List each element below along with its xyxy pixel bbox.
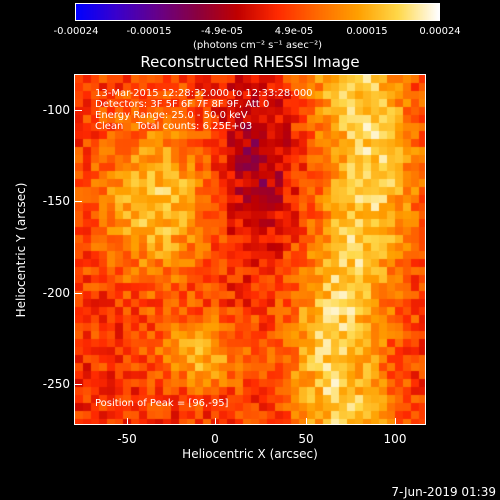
colorbar-tick-label: -4.9e-05 — [201, 26, 243, 37]
peak-position-label: Position of Peak = [96,-95] — [95, 398, 229, 409]
y-tick-mark — [75, 384, 82, 385]
colorbar-tick-label: 0.00015 — [346, 26, 388, 37]
x-tick-mark — [306, 418, 307, 425]
colorbar-tick-label: 0.00024 — [419, 26, 461, 37]
plot-title: Reconstructed RHESSI Image — [140, 53, 360, 71]
info-line-time-range: 13-Mar-2015 12:28:32.000 to 12:33:28.000 — [95, 88, 313, 99]
y-tick-mark — [75, 110, 82, 111]
x-tick-mark — [127, 418, 128, 425]
info-line-counts: Clean Total counts: 6.25E+03 — [95, 121, 253, 132]
colorbar-units: (photons cm⁻² s⁻¹ asec⁻²) — [192, 40, 323, 51]
heatmap-canvas — [75, 75, 425, 424]
colorbar-tick-label: 4.9e-05 — [274, 26, 314, 37]
colorbar — [75, 3, 440, 21]
x-tick-label: -50 — [117, 432, 137, 446]
rhessi-image: 13-Mar-2015 12:28:32.000 to 12:33:28.000… — [74, 74, 426, 425]
info-line-energy-range: Energy Range: 25.0 - 50.0 keV — [95, 110, 248, 121]
colorbar-tick-label: -0.00024 — [53, 26, 99, 37]
y-tick-label: -200 — [42, 286, 70, 300]
x-tick-label: 100 — [383, 432, 407, 446]
y-tick-label: -150 — [42, 194, 70, 208]
y-axis-title: Heliocentric Y (arcsec) — [14, 182, 28, 318]
y-tick-label: -250 — [42, 377, 70, 391]
x-tick-label: 0 — [211, 432, 219, 446]
colorbar-tick-label: -0.00015 — [126, 26, 172, 37]
x-axis-title: Heliocentric X (arcsec) — [182, 447, 318, 461]
x-tick-label: 50 — [298, 432, 314, 446]
y-tick-mark — [75, 293, 82, 294]
x-tick-mark — [395, 418, 396, 425]
y-tick-label: -100 — [42, 103, 70, 117]
x-tick-mark — [215, 418, 216, 425]
info-line-detectors: Detectors: 3F 5F 6F 7F 8F 9F, Att 0 — [95, 99, 270, 110]
date-stamp: 7-Jun-2019 01:39 — [391, 485, 496, 499]
y-tick-mark — [75, 201, 82, 202]
